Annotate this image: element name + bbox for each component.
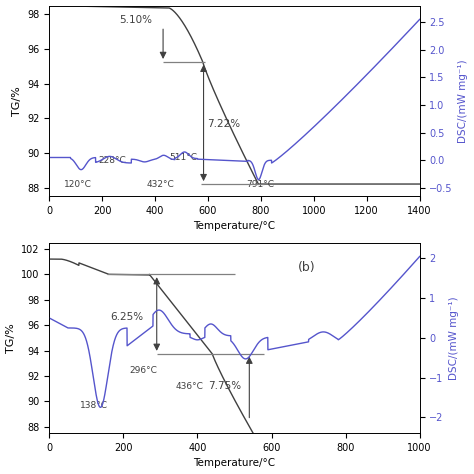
Text: 511°C: 511°C <box>169 153 197 162</box>
Text: 7.75%: 7.75% <box>209 381 242 391</box>
Text: 138°C: 138°C <box>80 401 108 410</box>
Y-axis label: DSC/(mW mg⁻¹): DSC/(mW mg⁻¹) <box>458 59 468 143</box>
Text: 5.10%: 5.10% <box>119 15 153 25</box>
Y-axis label: DSC/(mW mg⁻¹): DSC/(mW mg⁻¹) <box>449 296 459 380</box>
Text: 120°C: 120°C <box>64 180 92 189</box>
X-axis label: Temperature/°C: Temperature/°C <box>193 221 275 231</box>
Text: 7.22%: 7.22% <box>207 119 240 129</box>
Text: 228°C: 228°C <box>98 156 126 165</box>
Text: (b): (b) <box>298 261 315 273</box>
X-axis label: Temperature/°C: Temperature/°C <box>193 458 275 468</box>
Text: 791°C: 791°C <box>246 180 274 189</box>
Text: 6.25%: 6.25% <box>110 312 144 322</box>
Y-axis label: TG/%: TG/% <box>6 323 16 353</box>
Text: 296°C: 296°C <box>129 366 157 375</box>
Text: 436°C: 436°C <box>176 382 204 391</box>
Text: 432°C: 432°C <box>146 180 174 189</box>
Y-axis label: TG/%: TG/% <box>12 86 22 116</box>
